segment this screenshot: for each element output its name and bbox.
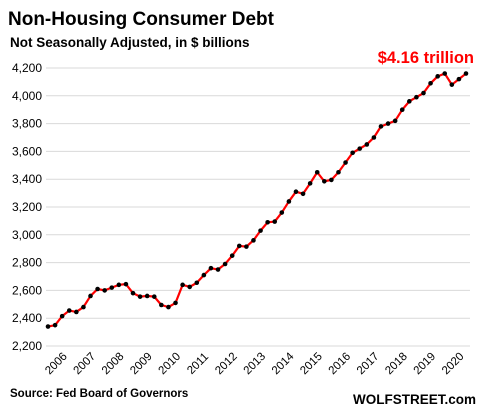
data-point <box>194 280 200 286</box>
y-tick-label: 3,600 <box>12 144 42 158</box>
data-point <box>151 294 157 299</box>
data-point <box>95 286 100 292</box>
data-point <box>109 285 115 290</box>
y-tick-label: 4,000 <box>12 89 42 103</box>
latest-value-annotation: $4.16 trillion <box>378 49 474 67</box>
data-point <box>421 90 426 96</box>
data-point <box>435 74 440 79</box>
x-tick-label: 2010 <box>157 351 184 378</box>
data-point <box>407 99 412 104</box>
data-point <box>357 146 363 151</box>
data-point <box>130 290 136 296</box>
data-point <box>137 294 143 299</box>
data-point <box>229 253 235 258</box>
y-tick-label: 3,000 <box>12 228 42 242</box>
y-tick-label: 3,800 <box>12 117 42 131</box>
data-point <box>52 322 58 328</box>
data-point <box>314 169 320 175</box>
data-point <box>279 210 285 215</box>
data-point <box>322 178 327 184</box>
data-point <box>66 308 72 313</box>
data-point <box>251 238 256 243</box>
x-tick-label: 2020 <box>440 351 467 378</box>
data-point <box>399 107 405 112</box>
y-tick-label: 2,800 <box>12 256 42 270</box>
x-tick-label: 2011 <box>185 351 211 377</box>
source-note: Source: Fed Board of Governors <box>10 388 188 400</box>
series-non-housing-debt <box>45 71 469 329</box>
data-point <box>88 293 93 299</box>
x-tick-label: 2015 <box>298 351 325 378</box>
y-tick-label: 3,400 <box>12 172 42 186</box>
data-point <box>371 135 377 140</box>
brand-watermark: WOLFSTREET.com <box>353 392 476 407</box>
data-point <box>378 124 384 129</box>
data-point <box>414 94 419 100</box>
data-point <box>428 80 433 86</box>
data-point <box>123 281 129 287</box>
chart-title: Non-Housing Consumer Debt <box>8 9 275 30</box>
data-point <box>336 169 341 175</box>
data-point <box>102 288 107 293</box>
data-point <box>116 282 122 288</box>
y-tick-label: 3,200 <box>12 200 42 214</box>
y-axis-ticks: 2,200 2,400 2,600 2,800 3,000 3,200 3,400 3,600… <box>12 61 42 353</box>
data-point <box>272 219 278 224</box>
x-tick-label: 2008 <box>100 351 127 378</box>
data-point <box>187 284 192 290</box>
data-point <box>236 243 242 249</box>
data-point <box>74 309 79 315</box>
y-tick-label: 2,600 <box>12 283 42 297</box>
x-tick-label: 2019 <box>412 351 439 378</box>
data-point <box>364 142 370 147</box>
data-point <box>258 228 263 233</box>
data-point <box>293 189 299 195</box>
data-point <box>286 199 292 204</box>
data-point <box>59 313 65 319</box>
data-point <box>307 181 313 186</box>
data-point <box>442 71 448 76</box>
x-tick-label: 2014 <box>270 350 297 377</box>
data-point <box>144 293 150 299</box>
x-tick-label: 2017 <box>355 351 382 378</box>
data-point <box>222 261 228 267</box>
x-tick-label: 2009 <box>128 351 155 378</box>
data-point <box>45 324 51 329</box>
data-point <box>456 76 462 82</box>
data-point <box>385 121 391 126</box>
x-tick-label: 2012 <box>213 351 240 378</box>
y-tick-label: 2,400 <box>12 311 42 325</box>
data-point <box>350 150 355 156</box>
data-point <box>81 304 86 310</box>
x-tick-label: 2013 <box>242 351 269 378</box>
data-point <box>449 82 455 87</box>
data-point <box>215 267 221 272</box>
x-tick-label: 2006 <box>43 351 70 378</box>
y-tick-label: 4,200 <box>12 61 42 75</box>
data-point <box>173 300 178 306</box>
x-tick-label: 2018 <box>383 351 410 378</box>
y-tick-label: 2,200 <box>12 339 42 353</box>
chart-subtitle: Not Seasonally Adjusted, in $ billions <box>10 35 250 50</box>
data-point <box>265 219 270 225</box>
data-point <box>392 118 398 124</box>
data-point <box>201 272 207 278</box>
data-point <box>329 177 334 183</box>
data-point <box>463 71 469 76</box>
data-point <box>300 191 306 197</box>
data-point <box>166 304 171 310</box>
data-point <box>343 160 348 165</box>
data-point <box>208 265 214 271</box>
data-point <box>159 302 164 308</box>
x-tick-label: 2007 <box>72 351 99 378</box>
data-point <box>180 282 185 288</box>
x-axis-ticks: 2006 2007 2008 2009 2010 2011 2012 2013 2014 2015… <box>43 350 466 377</box>
x-tick-label: 2016 <box>327 351 354 378</box>
gridlines <box>46 67 470 347</box>
data-point <box>244 244 249 249</box>
